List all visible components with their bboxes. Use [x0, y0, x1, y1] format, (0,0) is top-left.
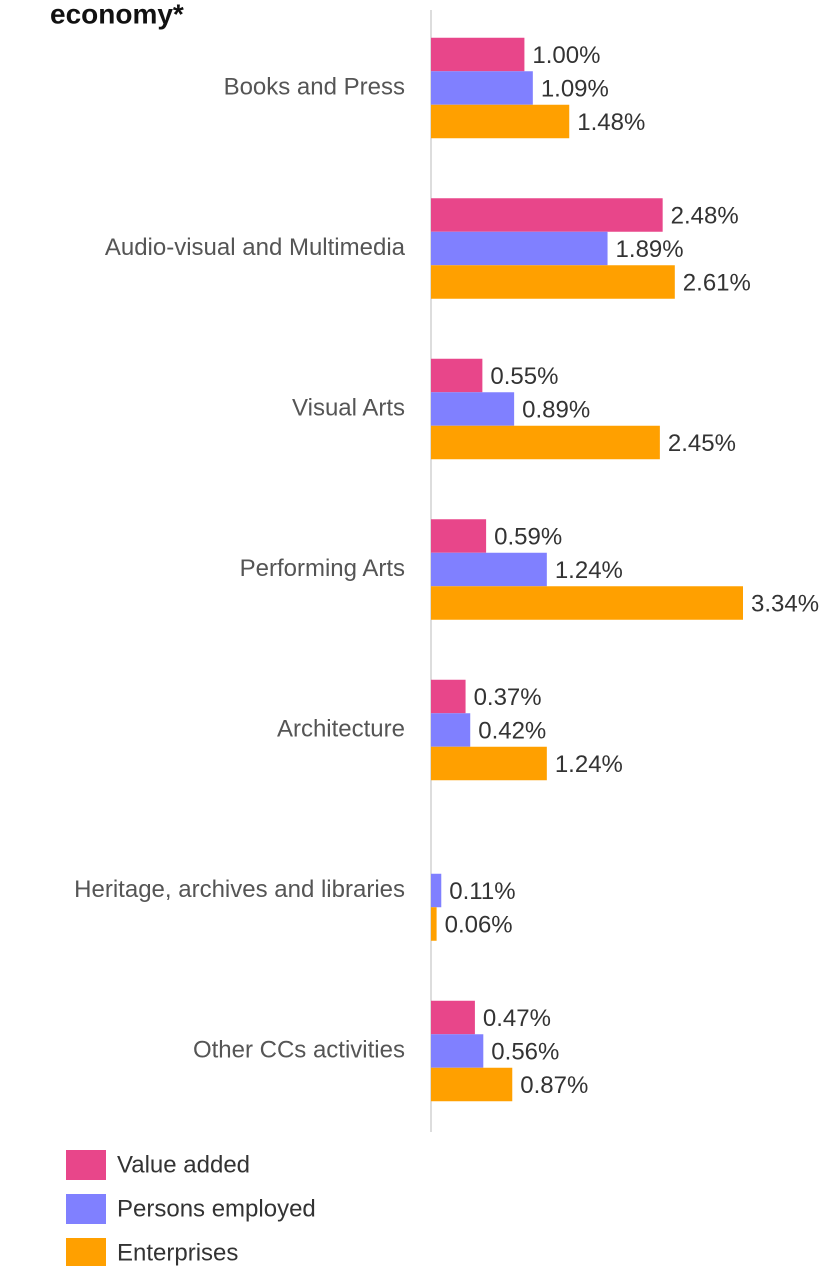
legend-label: Enterprises	[117, 1239, 238, 1266]
value-label: 0.87%	[520, 1072, 588, 1099]
value-label: 0.06%	[445, 911, 513, 938]
bar	[431, 231, 608, 266]
bar	[431, 104, 570, 139]
value-label: 2.45%	[668, 430, 736, 457]
bar	[431, 1000, 475, 1035]
value-label: 1.24%	[555, 751, 623, 778]
value-label: 0.42%	[478, 717, 546, 744]
bar	[431, 679, 466, 714]
value-label: 1.89%	[616, 236, 684, 263]
legend-label: Value added	[117, 1151, 250, 1178]
value-label: 0.89%	[522, 396, 590, 423]
category-label: Heritage, archives and libraries	[74, 876, 405, 903]
legend-label: Persons employed	[117, 1195, 316, 1222]
value-label: 1.00%	[532, 42, 600, 69]
value-label: 0.56%	[491, 1038, 559, 1065]
value-label: 0.59%	[494, 523, 562, 550]
value-label: 1.09%	[541, 75, 609, 102]
bar	[431, 746, 547, 781]
bar	[431, 519, 487, 553]
bar	[431, 552, 547, 587]
category-label: Architecture	[277, 715, 405, 742]
bar	[431, 586, 743, 620]
bar	[431, 425, 660, 460]
value-label: 0.55%	[490, 363, 558, 390]
value-label: 0.11%	[449, 878, 515, 905]
bar	[431, 873, 442, 908]
category-label: Performing Arts	[240, 555, 405, 582]
value-label: 2.61%	[683, 269, 751, 296]
value-label: 2.48%	[671, 202, 739, 229]
legend-swatch	[66, 1150, 106, 1180]
category-label: Other CCs activities	[193, 1036, 405, 1063]
bar	[431, 907, 437, 941]
value-label: 0.47%	[483, 1005, 551, 1032]
value-label: 1.24%	[555, 557, 623, 584]
bar	[431, 1067, 513, 1102]
bar	[431, 198, 663, 232]
category-label: Visual Arts	[292, 394, 405, 421]
bar	[431, 392, 515, 426]
value-label: 0.37%	[474, 684, 542, 711]
bar	[431, 37, 525, 72]
bar	[431, 265, 675, 299]
value-label: 3.34%	[751, 590, 819, 617]
bar	[431, 713, 471, 747]
category-label: Audio-visual and Multimedia	[105, 234, 406, 261]
chart-title: economy*	[50, 0, 184, 29]
bar	[431, 71, 533, 105]
bar	[431, 1034, 484, 1068]
category-label: Books and Press	[224, 73, 405, 100]
legend-swatch	[66, 1238, 106, 1266]
legend-swatch	[66, 1194, 106, 1224]
bar	[431, 358, 483, 393]
value-label: 1.48%	[577, 109, 645, 136]
